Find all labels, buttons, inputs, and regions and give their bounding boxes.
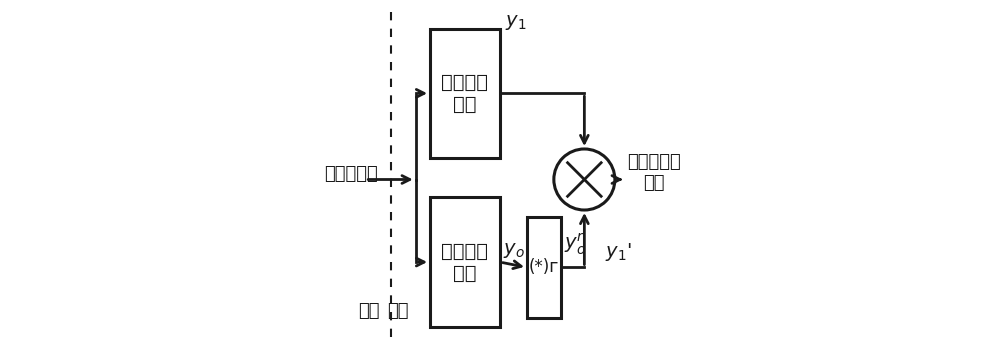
- Text: $y_1$: $y_1$: [505, 13, 527, 32]
- Text: 模拟: 模拟: [358, 302, 380, 320]
- Text: 非线性系统: 非线性系统: [324, 165, 378, 183]
- Text: (*)ᴦ: (*)ᴦ: [529, 258, 559, 276]
- Text: 线性化中频
输出: 线性化中频 输出: [627, 153, 681, 192]
- Text: $y_o$: $y_o$: [503, 241, 525, 260]
- Bar: [527, 217, 561, 318]
- Circle shape: [554, 149, 615, 210]
- Text: 数字带通
滤波: 数字带通 滤波: [441, 73, 488, 114]
- Bar: [430, 197, 500, 327]
- Bar: [430, 29, 500, 158]
- Text: 数字: 数字: [387, 302, 408, 320]
- Text: 数字低通
滤波: 数字低通 滤波: [441, 242, 488, 283]
- Text: $y_o^r$: $y_o^r$: [564, 231, 586, 257]
- Text: $y_1$': $y_1$': [605, 241, 632, 262]
